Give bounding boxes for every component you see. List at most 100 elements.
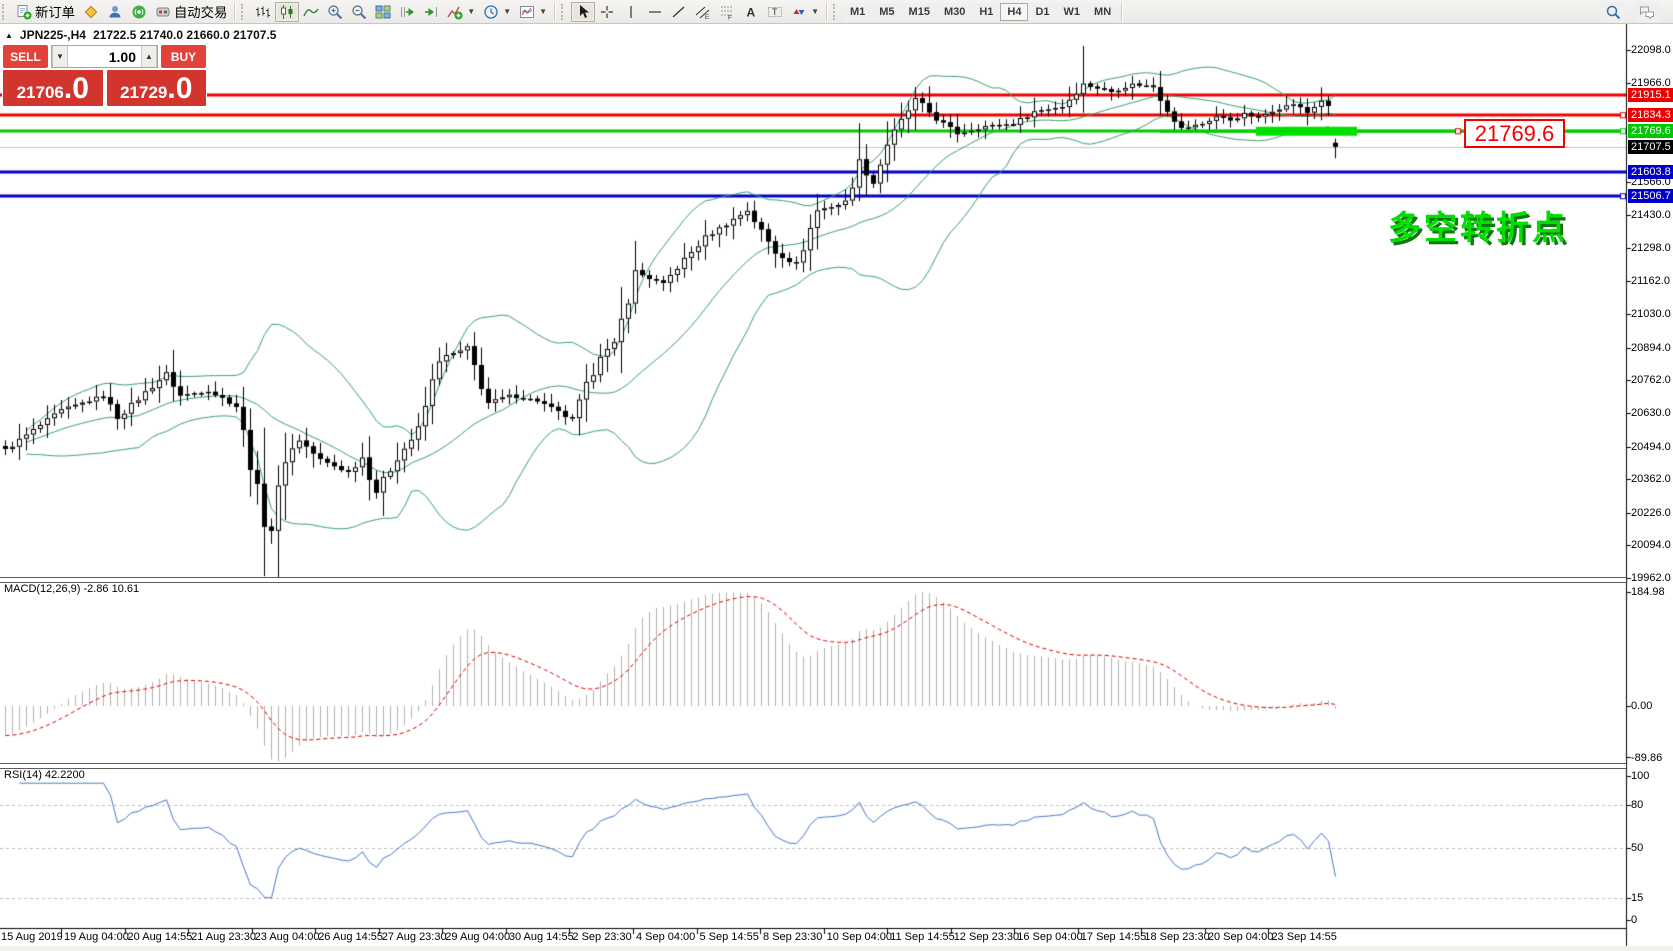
time-axis-label: 20 Aug 14:55 bbox=[127, 931, 193, 943]
search-button[interactable] bbox=[1601, 1, 1625, 22]
rsi-axis-label: 50 bbox=[1631, 842, 1644, 854]
chart-shift-icon bbox=[423, 4, 439, 20]
volume-spinner: ▼ ▲ bbox=[51, 45, 158, 68]
chart-shift-button[interactable] bbox=[419, 2, 443, 22]
text-label-button[interactable]: T bbox=[763, 2, 787, 22]
toolbar-grip bbox=[832, 3, 840, 20]
chart-text-annotation[interactable]: 多空转折点 bbox=[1388, 209, 1568, 246]
price-axis-label: 20094.0 bbox=[1631, 539, 1671, 551]
templates-icon bbox=[519, 4, 535, 20]
collapse-triangle-icon[interactable]: ▲ bbox=[5, 30, 13, 40]
rsi-indicator-label: RSI(14) 42.2200 bbox=[4, 769, 85, 781]
timeframe-button-m5[interactable]: M5 bbox=[872, 2, 902, 21]
line-chart-button[interactable] bbox=[299, 2, 323, 22]
zoom-out-button[interactable] bbox=[347, 2, 371, 22]
price-axis-label: 22098.0 bbox=[1631, 44, 1671, 56]
price-axis-label: 20894.0 bbox=[1631, 342, 1671, 354]
autotrading-button[interactable]: 自动交易 bbox=[151, 2, 231, 22]
macd-pane-divider[interactable] bbox=[0, 577, 1626, 583]
symbol-title: JPN225-,H4 bbox=[19, 28, 86, 42]
auto-scroll-button[interactable] bbox=[395, 2, 419, 22]
time-axis-label: 23 Aug 04:00 bbox=[254, 931, 320, 943]
time-axis-label: 18 Sep 23:30 bbox=[1144, 931, 1210, 943]
time-axis-label: 11 Sep 14:55 bbox=[890, 931, 955, 943]
buy-price-main: 21729 bbox=[120, 83, 168, 102]
horizontal-line-button[interactable] bbox=[643, 2, 667, 22]
tile-windows-button[interactable] bbox=[371, 2, 395, 22]
timeframe-button-m30[interactable]: M30 bbox=[936, 2, 973, 21]
buy-button[interactable]: BUY bbox=[161, 45, 206, 68]
price-axis-marker: 21603.8 bbox=[1628, 165, 1673, 179]
cursor-icon bbox=[575, 4, 591, 20]
text-button[interactable]: A bbox=[739, 2, 763, 22]
buy-price-display[interactable]: 21729.0 bbox=[106, 70, 206, 106]
community-icon bbox=[131, 4, 147, 20]
time-axis-label: 8 Sep 23:30 bbox=[763, 931, 823, 943]
toolbar-separator bbox=[1121, 2, 1124, 21]
timeframe-button-m1[interactable]: M1 bbox=[842, 2, 873, 21]
new-order-button[interactable]: 新订单 bbox=[12, 2, 79, 22]
price-callout-box[interactable]: 21769.6 bbox=[1464, 119, 1565, 148]
indicators-button[interactable]: ▼ bbox=[443, 2, 479, 22]
crosshair-icon bbox=[599, 4, 615, 20]
zoom-in-button[interactable] bbox=[323, 2, 347, 22]
volume-increase-button[interactable]: ▲ bbox=[141, 46, 157, 67]
down-arrow-icon: ▼ bbox=[56, 52, 64, 61]
timeframe-button-h1[interactable]: H1 bbox=[972, 2, 1001, 21]
svg-text:E: E bbox=[705, 15, 709, 20]
navigator-button[interactable] bbox=[103, 2, 127, 22]
toolbar-grip bbox=[561, 3, 568, 20]
navigator-icon bbox=[107, 4, 123, 20]
community-button[interactable] bbox=[127, 2, 151, 22]
volume-input[interactable] bbox=[68, 46, 141, 67]
timeframe-button-d1[interactable]: D1 bbox=[1028, 2, 1057, 21]
symbol-ohlc: 21722.5 21740.0 21660.0 21707.5 bbox=[92, 28, 277, 42]
candlestick-button[interactable] bbox=[275, 1, 300, 22]
time-axis-label: 27 Aug 23:30 bbox=[381, 931, 447, 943]
price-axis-marker: 21506.7 bbox=[1628, 189, 1673, 203]
crosshair-button[interactable] bbox=[595, 2, 619, 22]
auto-scroll-icon bbox=[399, 4, 415, 20]
text-label-icon: T bbox=[767, 4, 783, 20]
rsi-pane-divider[interactable] bbox=[0, 763, 1626, 769]
rsi-axis-label: 0 bbox=[1631, 914, 1638, 926]
svg-text:T: T bbox=[772, 7, 778, 17]
cursor-button[interactable] bbox=[571, 1, 596, 22]
sell-button[interactable]: SELL bbox=[3, 45, 48, 68]
time-axis-label: 19 Aug 04:00 bbox=[64, 931, 129, 943]
toolbar-grip bbox=[2, 3, 9, 20]
templates-button[interactable]: ▼ bbox=[515, 2, 551, 22]
macd-axis-label: 184.98 bbox=[1631, 586, 1665, 598]
volume-decrease-button[interactable]: ▼ bbox=[52, 46, 68, 67]
price-axis-label: 21566.0 bbox=[1631, 176, 1671, 188]
timeframe-button-mn[interactable]: MN bbox=[1087, 2, 1119, 21]
metaeditor-button[interactable] bbox=[79, 2, 103, 22]
sell-price-main: 21706 bbox=[16, 83, 64, 102]
vertical-line-button[interactable] bbox=[619, 2, 643, 22]
channel-icon: E bbox=[695, 4, 711, 20]
trendline-button[interactable] bbox=[667, 2, 691, 22]
chat-button[interactable] bbox=[1635, 1, 1659, 22]
arrows-icon bbox=[791, 4, 807, 20]
channel-button[interactable]: E bbox=[691, 2, 715, 22]
periods-button[interactable]: ▼ bbox=[479, 2, 515, 22]
time-axis-label: 10 Sep 04:00 bbox=[826, 931, 893, 943]
dropdown-caret-icon: ▼ bbox=[467, 7, 476, 16]
time-axis-label: 15 Aug 2019 bbox=[1, 931, 63, 943]
sell-price-display[interactable]: 21706.0 bbox=[3, 70, 103, 106]
timeframe-button-m15[interactable]: M15 bbox=[901, 2, 937, 21]
zoom-out-icon bbox=[351, 4, 367, 20]
price-axis-label: 21030.0 bbox=[1631, 308, 1671, 320]
time-axis-label: 17 Sep 14:55 bbox=[1080, 931, 1147, 943]
zoom-in-icon bbox=[327, 4, 343, 20]
bar-chart-button[interactable] bbox=[251, 2, 275, 22]
symbol-header: ▲ JPN225-,H4 21722.5 21740.0 21660.0 217… bbox=[5, 28, 276, 42]
timeframe-button-w1[interactable]: W1 bbox=[1056, 2, 1088, 21]
arrows-button[interactable]: ▼ bbox=[787, 2, 823, 22]
candlestick-icon bbox=[279, 4, 295, 20]
time-axis-label: 30 Aug 14:55 bbox=[508, 931, 574, 943]
timeframe-button-h4[interactable]: H4 bbox=[1000, 2, 1029, 21]
fibonacci-button[interactable]: F bbox=[715, 2, 739, 22]
autotrading-button-label: 自动交易 bbox=[173, 5, 228, 20]
